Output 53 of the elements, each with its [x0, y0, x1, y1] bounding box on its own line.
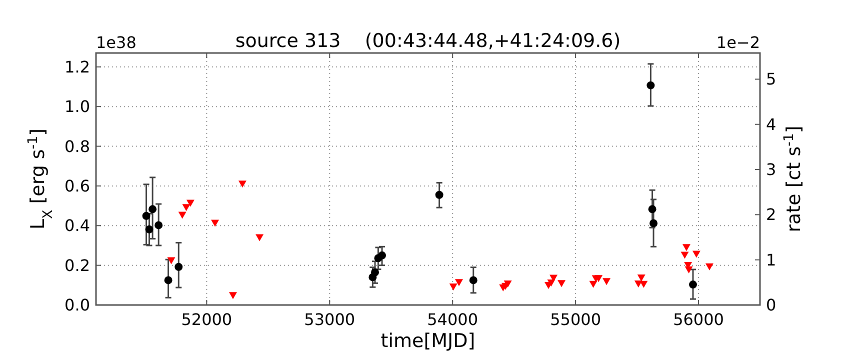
point: [164, 276, 172, 284]
point: [602, 278, 611, 286]
point: [648, 205, 656, 214]
point: [238, 180, 246, 188]
text: 1e−2: [716, 33, 760, 52]
y2-tick-label: 3: [766, 160, 776, 180]
y-tick-label: 0.8: [64, 136, 90, 156]
point: [646, 81, 655, 90]
point: [449, 283, 458, 290]
point: [688, 280, 697, 289]
y-tick-label: 0.0: [64, 296, 90, 314]
point: [682, 244, 690, 252]
point: [692, 250, 700, 258]
x-tick-label: 55000: [550, 310, 602, 329]
point: [454, 279, 463, 286]
point: [182, 204, 190, 212]
point: [684, 266, 693, 274]
y-tick-label: 1.2: [64, 57, 90, 76]
y-tick-label: 1.0: [64, 97, 90, 116]
point: [256, 234, 264, 242]
y-tick-label: 0.2: [64, 256, 90, 275]
point: [680, 252, 689, 259]
x-axis-title: time[MJD]: [380, 330, 476, 352]
x-tick-label: 53000: [304, 310, 356, 329]
y-tick-label: 0.4: [64, 216, 90, 236]
y2-tick-label: 0: [766, 296, 776, 314]
point: [174, 262, 183, 271]
chart-title: source 313 (00:43:44.48,+41:24:09.6): [235, 30, 621, 52]
point: [594, 275, 603, 282]
y2-tick-label: 5: [766, 70, 776, 89]
x-tick-label: 52000: [181, 310, 232, 329]
point: [435, 190, 444, 199]
point: [228, 292, 237, 300]
y2-tick-label: 2: [766, 205, 776, 224]
text: 1e38: [96, 33, 136, 52]
y-tick-label: 0.6: [64, 176, 90, 196]
point: [469, 276, 478, 284]
x-tick-label: 56000: [673, 310, 724, 329]
y2-tick-label: 1: [766, 250, 776, 270]
point: [186, 200, 194, 207]
point: [504, 280, 512, 288]
point: [211, 220, 220, 227]
point: [547, 279, 556, 286]
point: [145, 225, 154, 234]
point: [558, 280, 566, 288]
point: [178, 212, 186, 219]
x-tick-label: 54000: [427, 310, 478, 329]
y2-tick-label: 4: [766, 114, 776, 134]
point: [378, 251, 386, 260]
point: [589, 280, 598, 288]
point: [705, 263, 714, 270]
point: [148, 205, 157, 214]
point: [154, 221, 163, 230]
